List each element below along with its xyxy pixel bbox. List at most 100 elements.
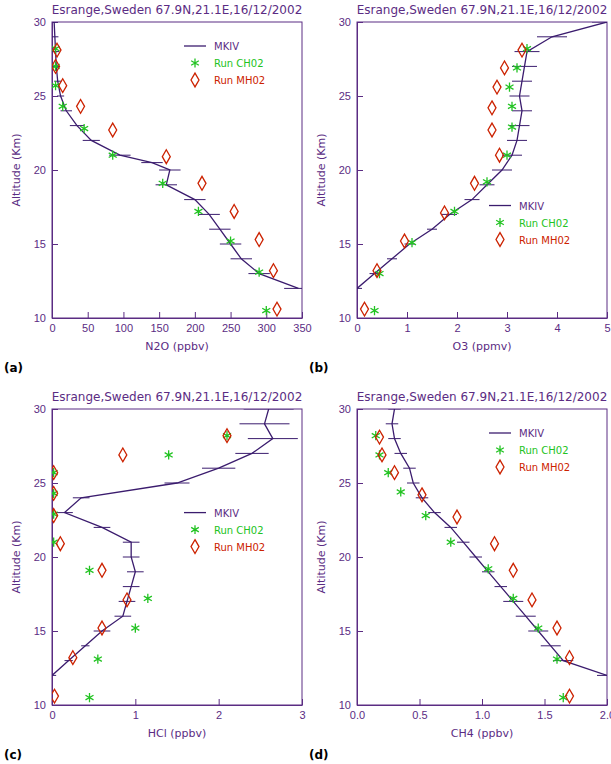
data-point [109, 151, 117, 160]
x-tick-mark [302, 312, 303, 318]
data-point [566, 689, 574, 703]
data-point [441, 206, 449, 220]
x-tick-label: 0.5 [412, 709, 427, 721]
x-tick-label: 5 [604, 322, 610, 334]
data-point [408, 238, 416, 247]
x-tick-label: 100 [115, 322, 133, 334]
x-axis: 0123 [49, 699, 305, 721]
y-tick-label: 30 [339, 403, 351, 415]
y-tick: 20 [34, 551, 58, 563]
y-tick-label: 15 [34, 625, 46, 637]
y-tick-mark [52, 705, 58, 706]
y-tick: 10 [339, 699, 363, 711]
legend-label: Run MH02 [214, 75, 265, 86]
error-bar [165, 483, 190, 484]
y-tick-mark [357, 22, 363, 23]
data-point [98, 563, 106, 577]
y-tick: 25 [34, 90, 58, 102]
x-tick-label: 1 [404, 322, 410, 334]
data-point [496, 148, 504, 162]
data-point [488, 101, 496, 115]
error-bar [512, 110, 532, 111]
plot-area [52, 22, 302, 316]
data-point [159, 179, 167, 188]
error-bar [357, 288, 362, 289]
legend: MKIVRun CH02Run MH02 [489, 201, 570, 247]
error-bar [81, 645, 89, 646]
y-tick-label: 25 [339, 477, 351, 489]
data-point [397, 487, 405, 496]
data-point [378, 448, 386, 462]
x-tick-mark [135, 699, 136, 705]
error-bar [512, 81, 532, 82]
x-axis-line [358, 705, 608, 706]
legend-line [489, 205, 511, 206]
y-axis: 1015202530 [339, 16, 363, 324]
error-bar [495, 586, 508, 587]
data-point [447, 538, 455, 547]
data-point [52, 468, 58, 477]
legend-marker [496, 233, 504, 247]
x-tick: 50 [82, 312, 94, 334]
data-point [123, 593, 131, 607]
data-point [553, 654, 561, 663]
error-bar [202, 468, 235, 469]
y-tick-label: 10 [34, 699, 46, 711]
legend: MKIVRun CH02Run MH02 [489, 428, 570, 474]
x-tick-mark [457, 312, 458, 318]
x-tick-label: 50 [82, 322, 94, 334]
data-point [162, 150, 170, 164]
error-bar [492, 170, 512, 171]
y-tick-mark [52, 557, 58, 558]
y-tick-label: 25 [34, 90, 46, 102]
x-tick-label: 350 [293, 322, 311, 334]
y-tick-label: 20 [34, 164, 46, 176]
error-bar [184, 199, 205, 200]
profile-line [392, 409, 607, 675]
x-tick-label: 0 [354, 322, 360, 334]
y-tick-label: 10 [339, 699, 351, 711]
x-tick: 3 [504, 312, 510, 334]
data-point [85, 693, 93, 702]
error-bar [244, 409, 294, 410]
x-tick: 4 [554, 312, 560, 334]
data-point [119, 448, 127, 462]
error-bar [537, 36, 567, 37]
data-point [59, 79, 67, 93]
y-tick-label: 15 [34, 238, 46, 250]
error-bar [465, 199, 480, 200]
y-tick-label: 20 [339, 551, 351, 563]
y-tick: 30 [34, 403, 58, 415]
data-point [509, 563, 517, 577]
x-tick-label: 300 [258, 322, 276, 334]
error-bar [240, 423, 290, 424]
y-axis-title: Altitude (Km) [315, 134, 328, 207]
error-bar [127, 571, 144, 572]
y-tick-mark [52, 318, 58, 319]
error-bar [445, 527, 458, 528]
y-tick-label: 30 [34, 16, 46, 28]
error-bar [65, 660, 73, 661]
x-tick: 1 [404, 312, 410, 334]
x-tick-label: 250 [222, 322, 240, 334]
y-tick-mark [357, 244, 363, 245]
y-tick: 15 [339, 625, 363, 637]
data-point [491, 537, 499, 551]
y-tick-label: 15 [339, 625, 351, 637]
y-tick: 20 [34, 164, 58, 176]
x-tick-mark [607, 699, 608, 705]
x-tick-label: 200 [186, 322, 204, 334]
error-bar [592, 22, 607, 23]
data-point [493, 80, 501, 94]
x-tick: 2 [454, 312, 460, 334]
error-bar [248, 438, 298, 439]
error-bar [510, 96, 530, 97]
chart-title: Esrange,Sweden 67.9N,21.1E,16/12/2002 [357, 3, 608, 17]
data-point [471, 176, 479, 190]
plot-frame [52, 409, 302, 705]
data-point [52, 486, 58, 500]
error-bar [388, 409, 401, 410]
data-point [52, 689, 58, 703]
x-tick-label: 2 [216, 709, 222, 721]
x-tick: 250 [222, 312, 240, 334]
